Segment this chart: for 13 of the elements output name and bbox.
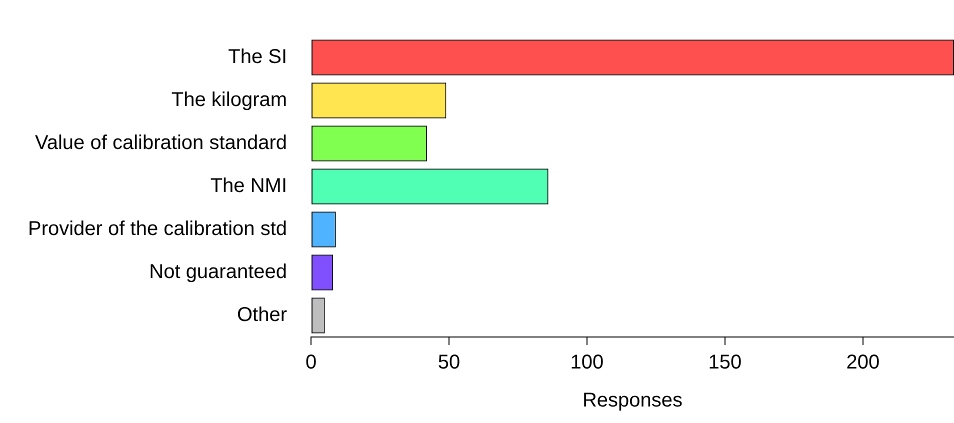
x-tick-label: 50 — [438, 352, 460, 374]
y-tick-label: Value of calibration standard — [35, 132, 288, 154]
x-tick-label: 150 — [708, 352, 742, 374]
y-tick-label: Provider of the calibration std — [28, 218, 288, 240]
y-tick-label: Other — [236, 304, 288, 326]
x-tick-label: 100 — [570, 352, 604, 374]
x-tick-label: 200 — [846, 352, 880, 374]
y-tick-label: The SI — [228, 46, 288, 68]
y-tick-label: Not guaranteed — [149, 261, 288, 284]
y-tick-label: The kilogram — [171, 89, 288, 112]
x-axis-title: Responses — [582, 390, 683, 412]
y-tick-label: The NMI — [210, 175, 288, 198]
x-tick-label: 0 — [305, 352, 317, 374]
